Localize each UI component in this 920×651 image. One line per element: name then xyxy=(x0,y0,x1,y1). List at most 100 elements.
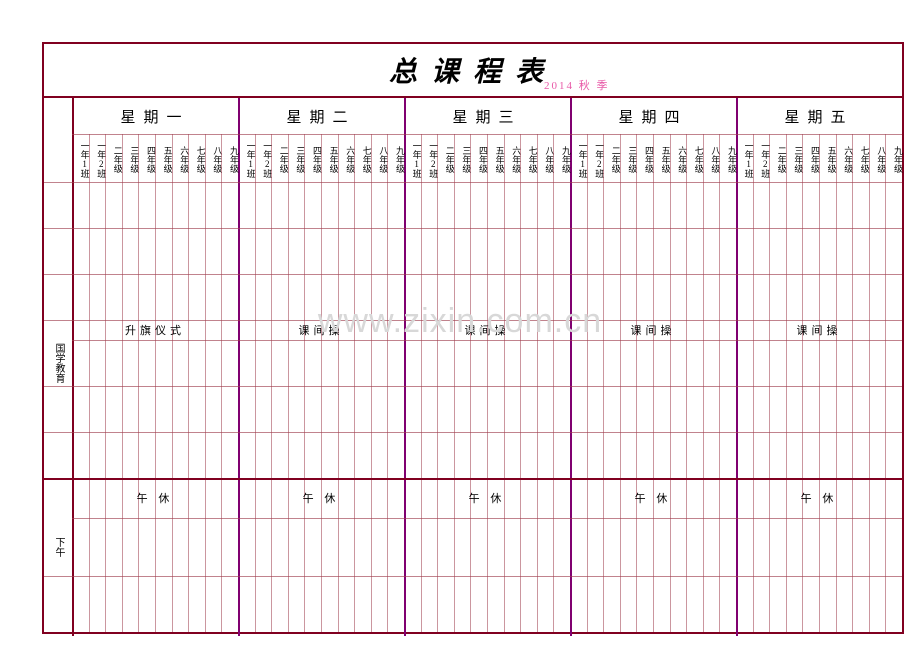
class-col-header: 五年级 xyxy=(819,134,836,182)
class-col-line xyxy=(869,134,870,632)
class-col-header: 二年级 xyxy=(769,134,786,182)
hline xyxy=(44,228,902,229)
break-label: 午 休 xyxy=(736,478,902,518)
class-col-header: 五年级 xyxy=(653,134,670,182)
break-label: 课间操 xyxy=(570,320,736,340)
class-col-line xyxy=(603,134,604,632)
day-header: 星期二 xyxy=(238,98,404,134)
class-col-line xyxy=(155,134,156,632)
class-col-line xyxy=(487,134,488,632)
class-col-line xyxy=(670,134,671,632)
class-col-header: 一年1班 xyxy=(72,134,89,182)
break-label: 课间操 xyxy=(238,320,404,340)
class-col-line xyxy=(172,134,173,632)
hline xyxy=(72,518,902,519)
class-col-header: 四年级 xyxy=(470,134,487,182)
class-col-line xyxy=(836,134,837,632)
class-col-header: 七年级 xyxy=(354,134,371,182)
class-col-line xyxy=(587,134,588,632)
break-label: 课间操 xyxy=(404,320,570,340)
page-title: 总课程表 xyxy=(389,50,557,90)
class-col-line xyxy=(288,134,289,632)
class-col-header: 四年级 xyxy=(802,134,819,182)
class-col-header: 九年级 xyxy=(387,134,404,182)
class-col-header: 一年2班 xyxy=(255,134,272,182)
class-col-header: 一年1班 xyxy=(404,134,421,182)
class-col-line xyxy=(89,134,90,632)
class-col-header: 五年级 xyxy=(155,134,172,182)
class-col-line xyxy=(387,134,388,632)
class-col-header: 二年级 xyxy=(603,134,620,182)
break-label: 课间操 xyxy=(736,320,902,340)
class-col-line xyxy=(221,134,222,632)
class-col-header: 三年级 xyxy=(786,134,803,182)
class-col-line xyxy=(304,134,305,632)
class-col-line xyxy=(205,134,206,632)
day-header: 星期三 xyxy=(404,98,570,134)
class-col-line xyxy=(271,134,272,632)
class-col-header: 一年2班 xyxy=(753,134,770,182)
class-col-header: 一年1班 xyxy=(736,134,753,182)
class-col-header: 三年级 xyxy=(620,134,637,182)
class-col-line xyxy=(802,134,803,632)
class-col-line xyxy=(504,134,505,632)
class-col-line xyxy=(753,134,754,632)
schedule-grid: 星期一一年1班一年2班二年级三年级四年级五年级六年级七年级八年级九年级星期二一年… xyxy=(44,98,902,636)
class-col-header: 一年2班 xyxy=(89,134,106,182)
class-col-header: 一年1班 xyxy=(570,134,587,182)
break-label: 午 休 xyxy=(404,478,570,518)
class-col-line xyxy=(321,134,322,632)
class-col-header: 六年级 xyxy=(338,134,355,182)
break-label: 午 休 xyxy=(570,478,736,518)
day-header: 星期四 xyxy=(570,98,736,134)
class-col-line xyxy=(537,134,538,632)
class-col-header: 三年级 xyxy=(454,134,471,182)
class-col-line xyxy=(122,134,123,632)
class-col-header: 二年级 xyxy=(271,134,288,182)
schedule-frame: 总课程表 2014 秋 季 星期一一年1班一年2班二年级三年级四年级五年级六年级… xyxy=(42,42,904,634)
class-col-header: 四年级 xyxy=(138,134,155,182)
class-col-line xyxy=(620,134,621,632)
class-col-header: 二年级 xyxy=(105,134,122,182)
class-col-line xyxy=(852,134,853,632)
day-header: 星期一 xyxy=(72,98,238,134)
class-col-header: 七年级 xyxy=(188,134,205,182)
class-col-line xyxy=(188,134,189,632)
class-col-line xyxy=(885,134,886,632)
class-col-line xyxy=(437,134,438,632)
class-col-line xyxy=(769,134,770,632)
class-col-header: 九年级 xyxy=(553,134,570,182)
class-col-header: 九年级 xyxy=(719,134,736,182)
title-row: 总课程表 xyxy=(44,44,902,98)
class-col-header: 一年2班 xyxy=(421,134,438,182)
class-col-header: 八年级 xyxy=(703,134,720,182)
hline xyxy=(44,386,902,387)
class-col-line xyxy=(786,134,787,632)
class-col-header: 五年级 xyxy=(321,134,338,182)
hline xyxy=(44,182,902,183)
hline xyxy=(72,340,902,341)
class-col-header: 二年级 xyxy=(437,134,454,182)
class-col-header: 七年级 xyxy=(520,134,537,182)
class-col-header: 七年级 xyxy=(852,134,869,182)
class-col-line xyxy=(819,134,820,632)
class-col-line xyxy=(354,134,355,632)
break-label: 升旗仪式 xyxy=(72,320,238,340)
class-col-header: 八年级 xyxy=(537,134,554,182)
class-col-line xyxy=(520,134,521,632)
class-col-line xyxy=(371,134,372,632)
class-col-line xyxy=(553,134,554,632)
class-col-line xyxy=(105,134,106,632)
side-label: 下午 xyxy=(44,518,72,576)
class-col-header: 一年1班 xyxy=(238,134,255,182)
class-col-line xyxy=(454,134,455,632)
class-col-header: 三年级 xyxy=(122,134,139,182)
class-col-header: 九年级 xyxy=(885,134,902,182)
break-label: 午 休 xyxy=(238,478,404,518)
class-col-header: 一年2班 xyxy=(587,134,604,182)
break-label: 午 休 xyxy=(72,478,238,518)
class-col-line xyxy=(138,134,139,632)
class-col-line xyxy=(338,134,339,632)
hline xyxy=(44,576,902,577)
class-col-header: 四年级 xyxy=(636,134,653,182)
